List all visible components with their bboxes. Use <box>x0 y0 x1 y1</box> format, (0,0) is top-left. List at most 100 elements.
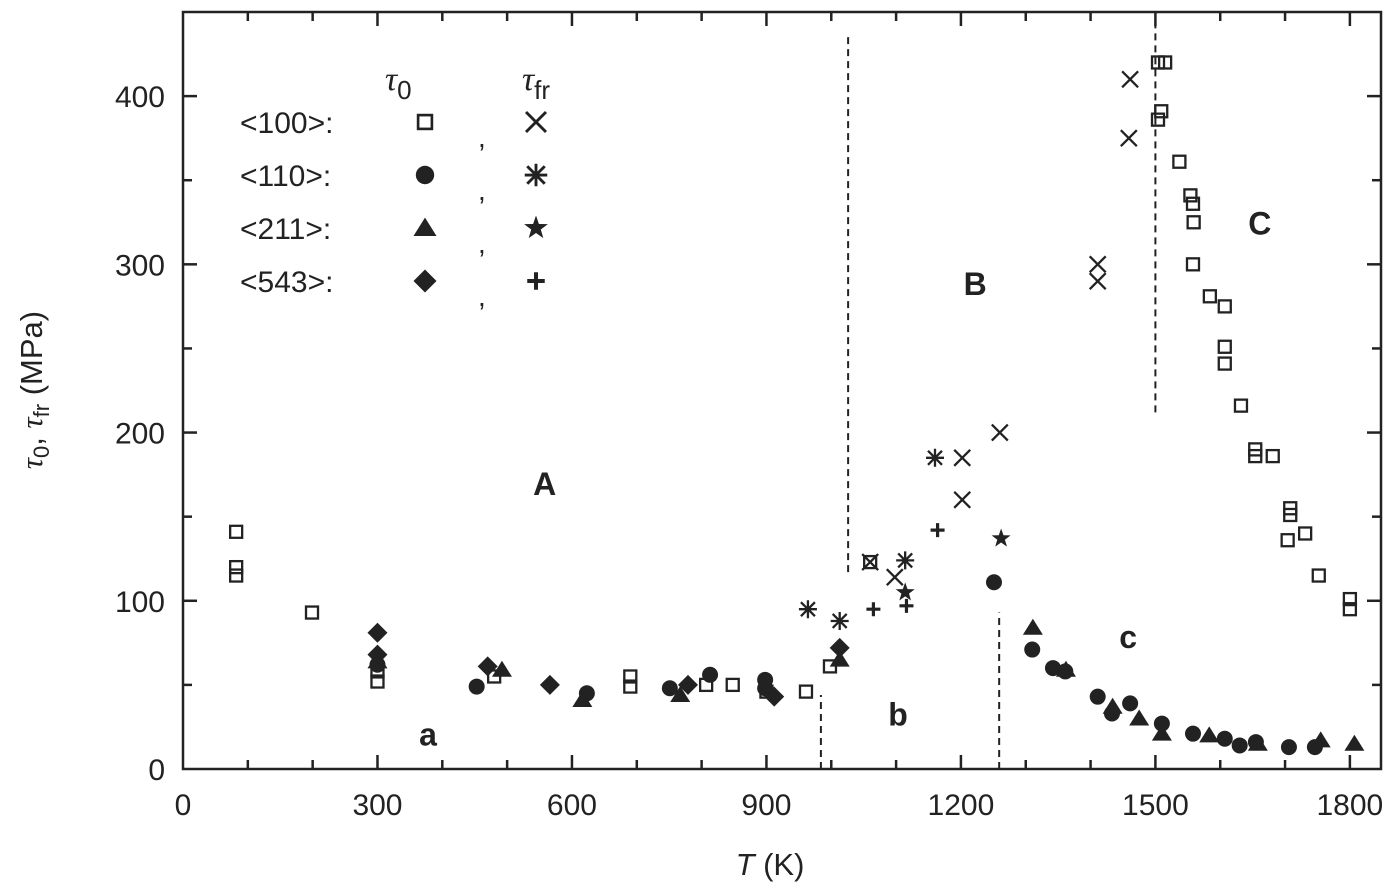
x-cross-marker <box>991 423 1009 442</box>
filled-triangle-marker <box>1055 660 1076 677</box>
open-square-marker <box>229 559 244 575</box>
x-tick-label: 1500 <box>1122 789 1189 822</box>
y-label-comma: , <box>14 428 49 445</box>
filled-triangle-marker <box>1151 724 1172 741</box>
region-label: B <box>964 266 987 302</box>
filled-diamond-marker <box>539 674 560 695</box>
x-tick-label: 600 <box>547 789 597 822</box>
legend-row: <110>:, <box>240 160 548 206</box>
filled-triangle-marker <box>413 217 437 237</box>
open-square-marker <box>1283 507 1298 523</box>
x-cross-marker <box>861 553 879 571</box>
open-square-marker <box>1154 104 1169 119</box>
filled-triangle-marker <box>1310 731 1331 748</box>
x-cross-marker <box>1088 272 1107 290</box>
open-square-marker <box>304 605 320 620</box>
legend-label: <543>: <box>240 266 333 299</box>
filled-triangle-marker <box>572 691 593 708</box>
plot-frame <box>181 10 1383 771</box>
legend-label: <211>: <box>240 213 331 246</box>
open-square-marker <box>229 568 244 583</box>
filled-triangle-marker <box>1247 734 1268 751</box>
filled-circle-marker <box>1153 715 1170 732</box>
legend-header-sub: 0 <box>397 75 411 105</box>
open-square-marker <box>1265 448 1280 464</box>
x-tick-label: 1800 <box>1317 789 1384 822</box>
open-square-marker <box>370 674 385 689</box>
y-label-tau: τ <box>14 456 49 469</box>
open-square-marker <box>1280 533 1295 548</box>
region-annotations: A B Ca b c <box>419 205 1271 752</box>
legend-header: τfr <box>522 61 550 105</box>
series-plus <box>866 523 945 617</box>
open-square-marker <box>1217 299 1232 314</box>
filled-diamond-marker <box>678 674 699 695</box>
x-tick-label: 1200 <box>928 789 995 822</box>
asterisk-marker <box>896 551 915 570</box>
legend-label: <110>: <box>240 160 331 193</box>
y-label-unit: (MPa) <box>14 311 49 404</box>
series-open-square <box>229 55 1358 699</box>
open-square-marker <box>1217 339 1232 354</box>
filled-diamond-marker <box>367 644 388 665</box>
filled-circle-marker <box>1216 730 1233 747</box>
open-square-marker <box>1248 448 1263 464</box>
open-square-marker <box>416 113 434 131</box>
legend-row: <543>:, <box>240 266 545 312</box>
filled-diamond-marker <box>764 686 785 707</box>
plus-marker <box>866 602 881 617</box>
filled-circle-marker <box>1122 695 1139 712</box>
filled-triangle-marker <box>670 685 691 702</box>
filled-circle-marker <box>1044 660 1061 677</box>
filled-triangle-marker <box>1102 697 1123 714</box>
x-cross-marker <box>885 568 904 587</box>
filled-circle-marker <box>1089 688 1106 705</box>
open-square-marker <box>1342 602 1358 617</box>
legend-header-symbol: τ <box>522 61 536 98</box>
y-label-tau2: τ <box>14 415 49 428</box>
filled-diamond-marker <box>477 656 498 677</box>
filled-triangle-marker <box>1199 726 1220 743</box>
filled-circle-marker <box>661 680 678 697</box>
series-filled-diamond <box>367 622 850 707</box>
legend-separator: , <box>478 228 486 259</box>
x-axis-label: T (K) <box>736 847 805 882</box>
legend-label: <100>: <box>240 107 333 140</box>
filled-diamond-marker <box>829 637 850 658</box>
open-square-marker <box>725 677 740 693</box>
filled-triangle-marker <box>829 650 850 667</box>
filled-star-marker <box>991 528 1011 547</box>
x-tick-label: 0 <box>175 789 192 822</box>
open-square-marker <box>1202 289 1218 304</box>
plus-marker <box>527 272 545 290</box>
x-cross-marker <box>953 448 972 467</box>
x-tick-labels: 0 300 600 900 1200 1500 1800 <box>175 789 1384 822</box>
y-tick-label: 0 <box>148 754 165 787</box>
open-square-marker <box>1185 196 1201 211</box>
filled-diamond-marker <box>367 622 388 643</box>
open-square-marker <box>1157 55 1173 70</box>
filled-circle-marker <box>985 574 1002 591</box>
region-label: b <box>888 696 908 732</box>
open-square-marker <box>863 554 878 570</box>
open-square-marker <box>1311 568 1326 583</box>
legend-row: <100>:, <box>240 107 548 153</box>
legend: τ0 τfr<100>: ,<110>: ,<211>: ,<543>:, <box>240 61 550 312</box>
legend-header-symbol: τ <box>385 61 399 98</box>
y-label-subfr: fr <box>29 404 54 417</box>
asterisk-marker <box>524 163 548 187</box>
filled-triangle-marker <box>1022 618 1043 635</box>
x-tick-label: 900 <box>741 789 791 822</box>
legend-separator: , <box>478 122 486 153</box>
filled-circle-marker <box>1280 739 1297 756</box>
axis-ticks <box>183 12 1381 769</box>
series-filled-circle <box>369 574 1323 756</box>
open-square-marker <box>1233 398 1249 413</box>
open-square-marker <box>1185 257 1201 272</box>
open-square-marker <box>229 524 244 539</box>
y-tick-label: 400 <box>115 81 165 114</box>
x-cross-marker <box>1088 255 1107 274</box>
data-points <box>229 55 1365 756</box>
filled-triangle-marker <box>491 660 512 677</box>
